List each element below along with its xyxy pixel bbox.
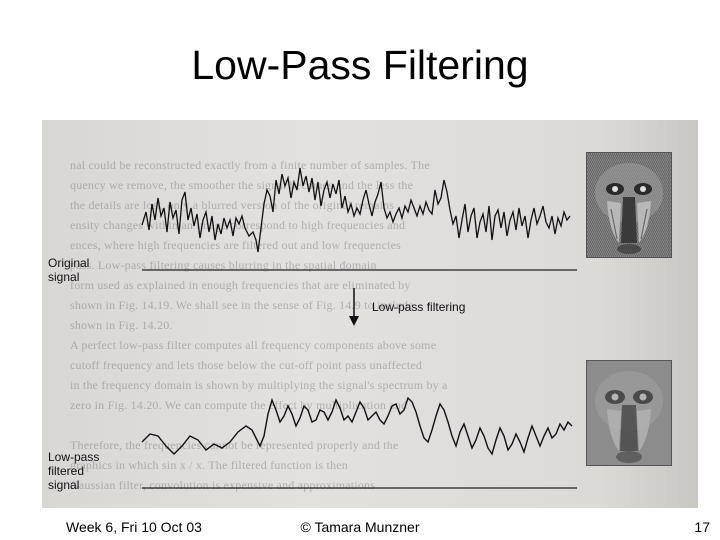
original-signal-waveform <box>141 167 571 253</box>
bleed-through-text: shown in Fig. 14.20. <box>70 318 173 332</box>
low-pass-filtering-label: Low-pass filtering <box>372 300 466 314</box>
slide-title: Low-Pass Filtering <box>191 42 529 88</box>
label-line: signal <box>48 478 80 492</box>
scanned-figure: nal could be reconstructed exactly from … <box>42 120 698 508</box>
label-line: signal <box>48 270 80 284</box>
bleed-through-text: nal could be reconstructed exactly from … <box>70 158 430 172</box>
bleed-through-text: ences, where high frequencies are filter… <box>70 238 402 252</box>
label-line: filtered <box>48 464 85 478</box>
slide-number: 17 <box>694 519 710 535</box>
bleed-through-text: ensity changes within an image correspon… <box>70 218 406 232</box>
bleed-through-text: Therefore, the frequencies cannot be rep… <box>70 438 399 452</box>
signal-plots <box>141 167 577 489</box>
footer-date: Week 6, Fri 10 Oct 03 <box>66 519 202 535</box>
filtered-signal-waveform <box>141 396 573 456</box>
bleed-through-text: pass. Low-pass filtering causes blurring… <box>70 258 377 272</box>
bleed-through-text: A perfect low-pass filter computes all f… <box>70 338 437 352</box>
bleed-through-text: shown in Fig. 14.19. We shall see in the… <box>70 298 414 312</box>
bleed-through-text: cutoff frequency and lets those below th… <box>70 358 423 372</box>
label-line: Original <box>48 256 90 270</box>
original-signal-label: Original signal <box>48 256 89 284</box>
baboon-photo <box>586 152 672 258</box>
bleed-through-text: zero in Fig. 14.20. We can compute the e… <box>70 398 408 412</box>
bleed-through-text: graphics in which sin x / x. The filtere… <box>70 458 348 472</box>
down-arrow-icon <box>349 288 359 326</box>
filtered-signal-label: Low-pass filtered signal <box>48 450 99 492</box>
bleed-through-text: in the frequency domain is shown by mult… <box>70 378 448 392</box>
baboon-photo-blurred <box>586 360 672 466</box>
label-line: Low-pass <box>48 450 100 464</box>
bleed-through-text: form used as explained in enough frequen… <box>70 278 411 292</box>
footer-copyright: © Tamara Munzner <box>300 519 420 535</box>
